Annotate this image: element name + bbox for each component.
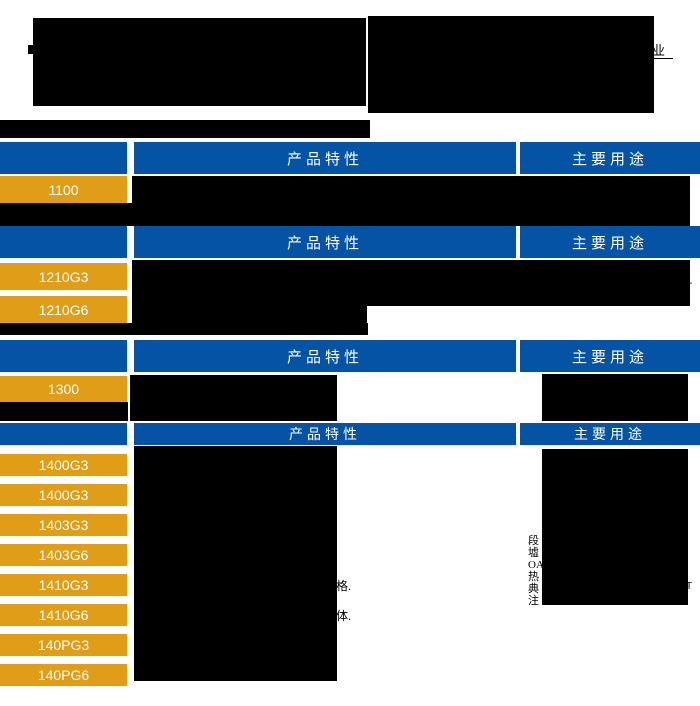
uses-column-header: 主要用途 [520, 142, 700, 174]
product-badge: 1410G6 [0, 604, 127, 626]
grade-column-header [0, 142, 127, 174]
product-badge: 1403G6 [0, 544, 127, 566]
features-column-header: 产品特性 [134, 226, 516, 258]
features-column-header: 产品特性 [134, 423, 516, 445]
redacted-intro-block-left [33, 18, 366, 106]
uses-column-header: 主要用途 [520, 423, 700, 445]
product-badge: 1300 [0, 376, 127, 402]
heading-text-fragment: 业 [652, 44, 674, 59]
features-text-fragment: 体. [336, 609, 352, 623]
redacted-table4-features [134, 446, 337, 681]
features-column-header: 产品特性 [134, 142, 516, 174]
product-badge: 140PG3 [0, 634, 127, 656]
uses-text-fragment: T [686, 581, 693, 592]
uses-text-fragment: 热 [528, 571, 539, 583]
product-badge: 1100 [0, 176, 127, 203]
redacted-table2-content-left [132, 260, 367, 335]
uses-column-header: 主要用途 [520, 226, 700, 258]
features-column-header: 产品特性 [134, 340, 516, 372]
uses-text-fragment: 注 [528, 595, 539, 607]
redacted-table4-uses [542, 449, 688, 605]
grade-column-header [0, 340, 127, 372]
product-badge: 1400G3 [0, 454, 127, 476]
grade-column-header [0, 226, 127, 258]
bullet-square-icon [28, 45, 37, 54]
product-badge: 1210G6 [0, 296, 127, 323]
uses-column-header: 主要用途 [520, 340, 700, 372]
uses-text-fragment: OA [528, 559, 544, 571]
redacted-table2-bottom [0, 323, 368, 335]
grade-column-header [0, 423, 127, 445]
redacted-band [0, 120, 370, 138]
redacted-table3-features [130, 375, 337, 421]
redacted-table1-content [132, 176, 690, 226]
redacted-table3-left [0, 402, 128, 421]
uses-text-fragment: 段 [528, 535, 539, 547]
product-badge: 1403G3 [0, 514, 127, 536]
redacted-table1-left [0, 203, 132, 226]
uses-text-fragment: 墟 [528, 547, 539, 559]
product-badge: 1210G3 [0, 263, 127, 290]
product-badge: 1410G3 [0, 574, 127, 596]
product-badge: 140PG6 [0, 664, 127, 686]
redacted-table3-uses [542, 374, 688, 421]
redacted-intro-block-right [368, 16, 654, 113]
product-badge: 1400G3 [0, 484, 127, 506]
features-text-fragment: 格. [336, 579, 352, 593]
uses-text-fragment: - [689, 278, 693, 289]
uses-text-fragment: 典 [528, 583, 539, 595]
